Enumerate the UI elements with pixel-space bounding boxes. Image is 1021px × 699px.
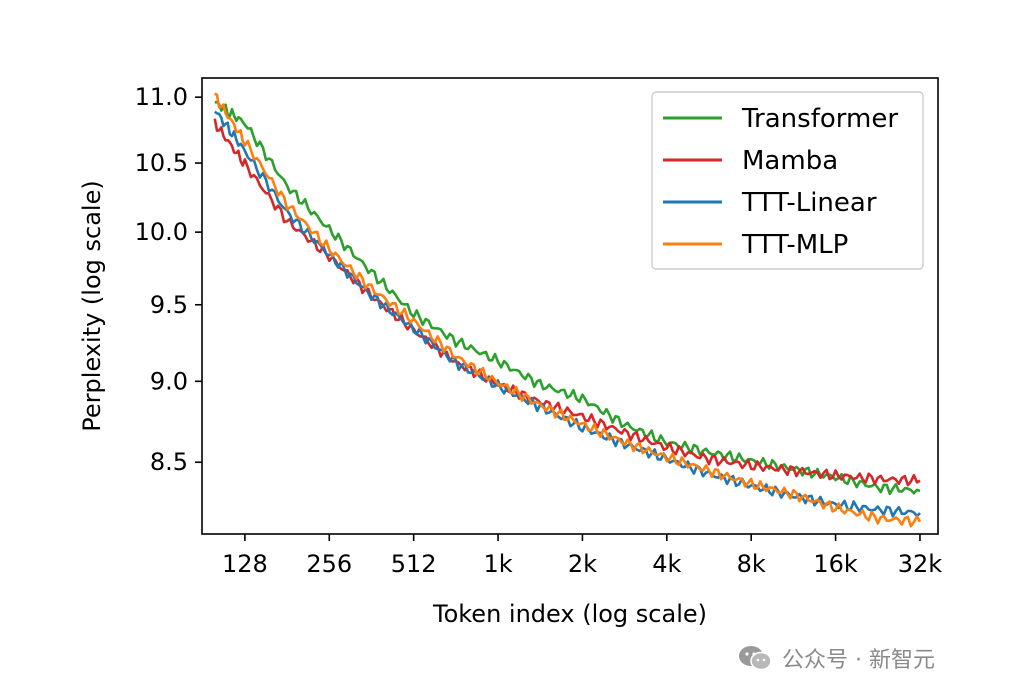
legend-label: Transformer (741, 104, 898, 134)
legend-label: TTT-MLP (741, 230, 848, 260)
lines-layer (213, 92, 922, 528)
y-axis: 8.5 9.0 9.5 10.0 10.5 11.0 (135, 83, 202, 476)
legend-box (651, 91, 924, 270)
y-tick-label: 8.5 (150, 448, 188, 476)
watermark-text: 公众号 · 新智元 (782, 648, 935, 673)
x-axis: 128 256 512 1k 2k 4k 8k 16k 32k (222, 534, 942, 578)
plot-frame (201, 77, 939, 535)
legend-label: Mamba (742, 146, 838, 176)
legend: Transformer Mamba TTT-Linear TTT-MLP (651, 91, 924, 270)
x-tick-label: 8k (737, 550, 766, 578)
legend-label: TTT-Linear (741, 188, 877, 218)
x-tick-label: 2k (568, 550, 597, 578)
series-line-ttt-mlp (214, 92, 922, 528)
y-tick-label: 10.0 (135, 218, 188, 246)
x-tick-label: 128 (222, 550, 268, 578)
x-tick-label: 4k (652, 550, 681, 578)
x-tick-label: 512 (391, 550, 437, 578)
y-tick-label: 11.0 (135, 83, 188, 111)
watermark: 公众号 · 新智元 (738, 640, 935, 676)
x-axis-label: Token index (log scale) (432, 600, 707, 628)
series-line-ttt-linear (214, 110, 921, 518)
x-tick-label: 256 (306, 550, 352, 578)
x-tick-label: 1k (483, 550, 512, 578)
x-tick-label: 32k (898, 550, 943, 578)
wechat-icon (738, 644, 772, 672)
x-tick-label: 16k (813, 550, 858, 578)
y-tick-label: 9.0 (150, 367, 188, 395)
y-tick-label: 9.5 (150, 291, 188, 319)
y-axis-label: Perplexity (log scale) (78, 180, 106, 431)
y-tick-label: 10.5 (135, 149, 188, 177)
